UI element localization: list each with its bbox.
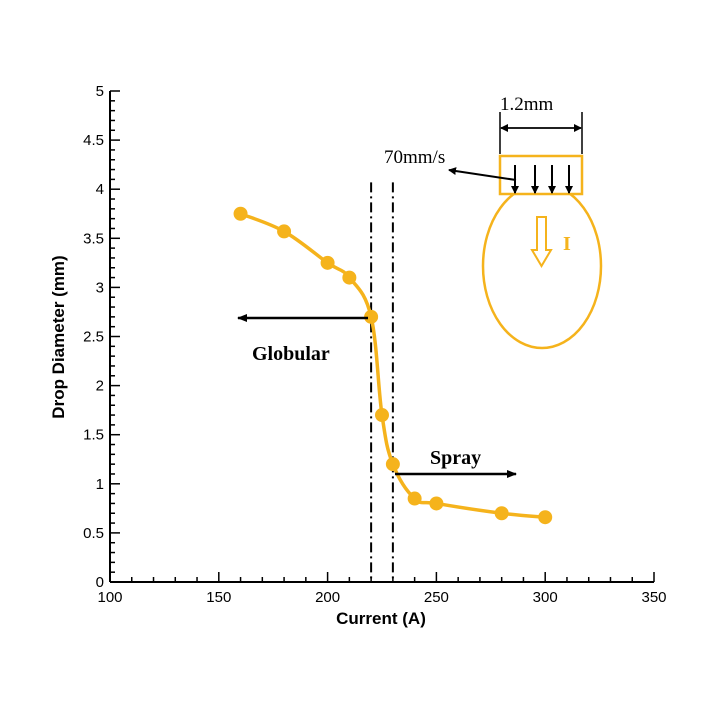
y-tick-label: 4 <box>96 181 104 198</box>
data-point <box>385 457 400 472</box>
data-point <box>320 255 335 270</box>
data-point <box>407 491 422 506</box>
x-tick-label: 350 <box>641 589 666 606</box>
y-tick-label: 5 <box>96 83 104 100</box>
data-point <box>494 506 509 521</box>
y-tick-label: 2 <box>96 378 104 395</box>
y-tick-label: 2.5 <box>83 329 104 346</box>
globular-label: Globular <box>252 343 330 365</box>
data-point <box>342 270 357 285</box>
current-symbol-label: I <box>563 233 571 255</box>
y-tick-label: 0 <box>96 574 104 591</box>
current-direction-arrow <box>530 216 553 268</box>
x-tick-label: 300 <box>533 589 558 606</box>
y-tick-label: 4.5 <box>83 132 104 149</box>
x-axis-label: Current (A) <box>336 609 426 628</box>
data-point <box>233 206 248 221</box>
y-tick-label: 0.5 <box>83 525 104 542</box>
data-point <box>429 496 444 511</box>
drop-schematic: 70mm/s 1.2mm I <box>384 94 603 350</box>
x-tick-label: 200 <box>315 589 340 606</box>
speed-label: 70mm/s <box>384 147 445 168</box>
width-label: 1.2mm <box>500 94 554 115</box>
axes: 100 150 200 250 300 350 0 0.5 1 1.5 2 2.5 3 3.5 4 4.5 5 <box>83 83 666 606</box>
y-axis-label: Drop Diameter (mm) <box>49 255 68 418</box>
speed-arrow <box>448 167 517 181</box>
x-tick-label: 150 <box>206 589 231 606</box>
spray-label: Spray <box>430 447 481 469</box>
x-tick-label: 250 <box>424 589 449 606</box>
data-series <box>233 206 553 525</box>
data-point <box>538 510 553 525</box>
y-tick-label: 1.5 <box>83 427 104 444</box>
data-point <box>277 224 292 239</box>
regime-boundary-lines <box>370 182 394 582</box>
y-tick-label: 3 <box>96 279 104 296</box>
x-tick-label: 100 <box>97 589 122 606</box>
y-tick-label: 3.5 <box>83 230 104 247</box>
data-point <box>375 408 389 423</box>
y-tick-label: 1 <box>96 476 104 493</box>
